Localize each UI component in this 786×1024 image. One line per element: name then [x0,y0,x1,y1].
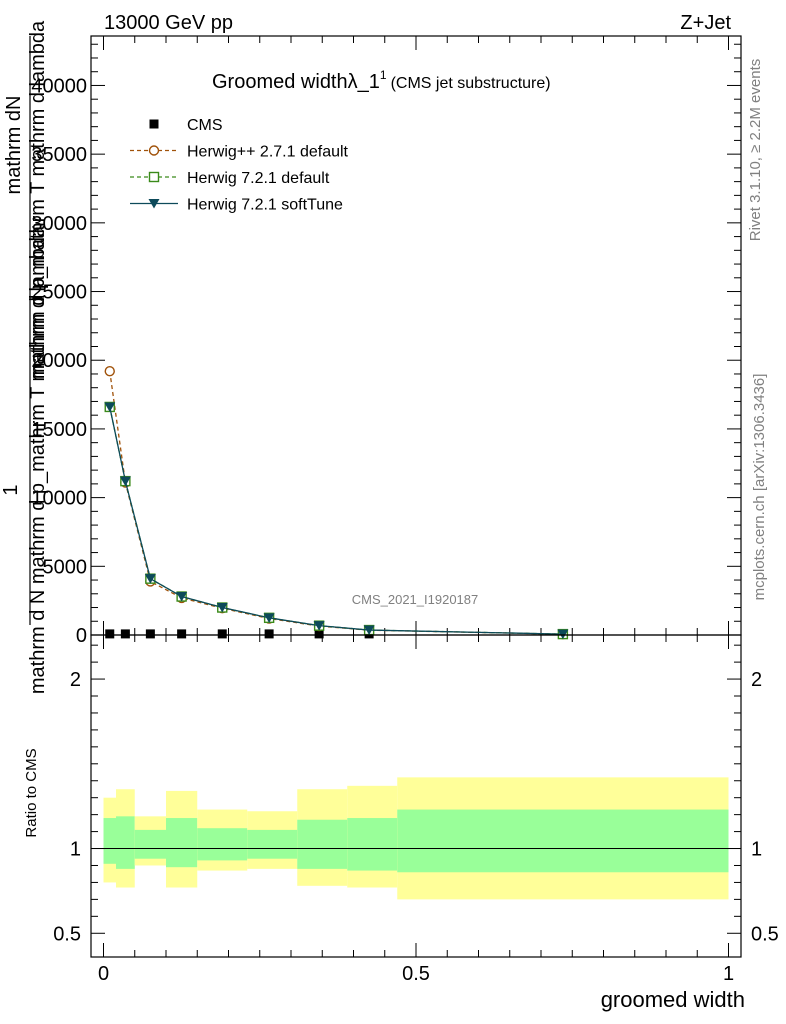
ratio-band-inner [297,819,348,869]
chart-title: Groomed widthλ_11 (CMS jet substructure) [212,68,551,93]
main-y-tick-label: 30000 [31,213,87,235]
data-point-series-0 [264,629,274,639]
chart-title-main: Groomed widthλ_1 [212,71,380,93]
ylabel-numerator-denominator: mathrm d p_mathrm T mathrm d lambda [27,20,49,379]
ratio-y-tick-label-right: 1 [751,839,762,861]
ratio-x-ticks: 0 0.5 1 [98,635,734,985]
x-tick-label: 1 [723,963,734,985]
data-point-series-3 [216,603,228,613]
ylabel-denominator: mathrm d N mathrm d p_mathrm T mathrm d … [27,225,49,694]
main-y-tick-label: 10000 [31,488,87,510]
header-left: 13000 GeV pp [104,12,233,34]
data-point-series-3 [119,476,131,487]
main-y-tick-label: 40000 [31,75,87,97]
data-point-series-3 [144,574,156,584]
main-panel [91,36,741,635]
main-y-tick-label: 0 [76,625,87,647]
chart-title-suffix: (CMS jet substructure) [391,75,551,92]
legend-marker-0 [149,119,159,129]
legend-marker-3 [148,199,160,209]
data-point-series-1 [104,366,115,377]
data-point-series-3 [176,592,188,602]
ratio-band-inner [247,829,298,859]
legend-marker-2 [148,171,160,183]
main-y-tick-label: 15000 [31,419,87,441]
data-point-series-0 [145,629,155,639]
ratio-band-inner [116,816,135,869]
legend: CMS Herwig++ 2.7.1 default Herwig 7.2.1 de… [130,117,349,214]
data-point-series-3 [557,629,569,640]
ratio-band-inner [347,818,398,871]
ratio-band-inner [197,828,248,861]
data-point-series-0 [120,629,130,639]
data-point-series-3 [363,625,375,636]
main-y-axis-label: mathrm dN mathrm d p_mathrm T mathrm d l… [0,20,49,694]
header-right: Z+Jet [680,12,731,34]
ratio-y-ticks: 0.5 0.5 1 1 2 2 [53,644,779,945]
legend-label-1: Herwig++ 2.7.1 default [187,144,349,161]
data-point-series-0 [314,629,324,639]
legend-label-0: CMS [187,117,223,134]
chart-title-sup: 1 [380,68,387,82]
ratio-y-axis-label: Ratio to CMS [23,748,40,837]
ratio-band-inner [166,818,198,868]
ratio-band-inner [134,829,166,859]
main-y-tick-label: 25000 [31,282,87,304]
x-tick-label: 0.5 [402,963,430,985]
mcplots-text: mcplots.cern.ch [arXiv:1306.3436] [751,374,768,601]
main-y-tick-label: 20000 [31,350,87,372]
data-point-series-0 [217,629,227,639]
main-y-tick-label: 5000 [43,556,88,578]
x-tick-label: 0 [98,963,109,985]
x-axis-label: groomed width [601,987,745,1012]
legend-label-3: Herwig 7.2.1 softTune [187,197,343,214]
data-point-series-3 [104,402,116,412]
ratio-band-inner [103,818,116,864]
ratio-y-tick-label: 1 [70,839,81,861]
data-point-series-0 [105,629,115,639]
main-series [104,366,569,640]
ratio-band-inner [397,809,729,873]
ratio-frame [90,634,742,958]
data-point-series-3 [263,613,275,623]
ratio-y-tick-label: 2 [70,669,81,691]
ylabel-numerator-dn: mathrm dN [3,96,25,195]
data-point-series-3 [313,621,325,631]
ratio-bands [103,777,729,900]
rivet-version-text: Rivet 3.1.10, ≥ 2.2M events [747,59,764,242]
ratio-y-tick-label: 0.5 [53,923,81,945]
legend-marker-1 [148,145,160,156]
ratio-y-tick-label-right: 2 [751,669,762,691]
analysis-watermark: CMS_2021_I1920187 [352,592,479,607]
data-point-series-0 [177,629,187,639]
ylabel-one: 1 [0,484,22,495]
legend-label-2: Herwig 7.2.1 default [187,170,330,187]
ratio-y-tick-label-right: 0.5 [751,923,779,945]
main-y-ticks [91,43,741,636]
main-y-tick-labels: 0 5000 10000 15000 20000 25000 30000 35000 40000 [31,75,87,647]
main-y-tick-label: 35000 [31,144,87,166]
